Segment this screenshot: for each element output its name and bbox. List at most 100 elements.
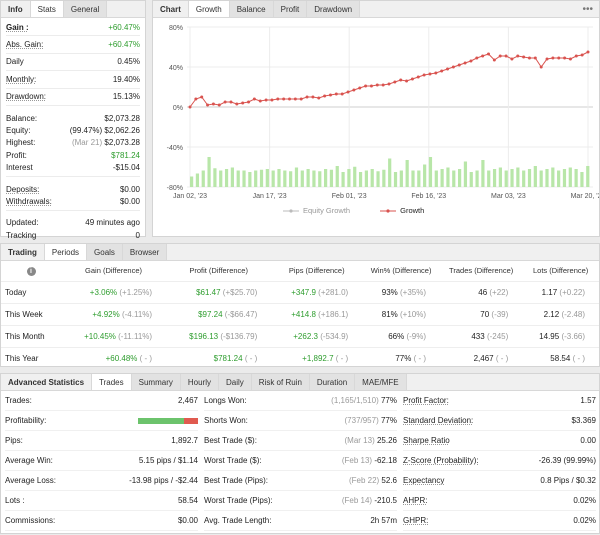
stat-label: Profitability: <box>5 416 47 425</box>
legend-growth[interactable]: Growth <box>380 206 424 215</box>
lots-diff: (+0.22) <box>559 287 585 297</box>
x-tick-label: Mar 20, '23 <box>571 193 599 200</box>
volume-bar <box>259 169 264 187</box>
volume-bar <box>248 172 252 187</box>
more-dots-icon[interactable]: ••• <box>582 4 593 15</box>
tab-risk-of-ruin[interactable]: Risk of Ruin <box>251 374 310 390</box>
tab-daily[interactable]: Daily <box>219 374 252 390</box>
stat-value: 58.54 <box>177 496 198 505</box>
tab-trading[interactable]: Trading <box>1 244 45 260</box>
growth-point <box>381 83 385 87</box>
volume-bar <box>242 170 246 187</box>
profit-value: $781.24 <box>111 150 140 160</box>
growth-point <box>223 100 227 104</box>
stat-note: (1,165/1,510) <box>331 396 379 405</box>
tab-info[interactable]: Info <box>1 1 31 17</box>
growth-point <box>194 97 198 101</box>
growth-point <box>364 84 368 88</box>
gain-row: Gain : +60.47% <box>1 21 145 33</box>
tab-balance[interactable]: Balance <box>229 1 274 17</box>
deposits-row: Deposits: $0.00 <box>1 183 145 195</box>
tab-chart[interactable]: Chart <box>153 1 189 17</box>
stat-note: (Feb 14) <box>341 496 373 505</box>
tab-drawdown[interactable]: Drawdown <box>307 1 361 17</box>
win-cell: 66% <box>388 331 405 341</box>
tracking-row: Tracking 0 <box>1 229 145 241</box>
tab-advanced-statistics[interactable]: Advanced Statistics <box>1 374 93 390</box>
growth-point <box>469 59 473 63</box>
volume-bar <box>510 169 514 187</box>
tab-hourly[interactable]: Hourly <box>180 374 219 390</box>
win-cell: 77% <box>395 353 412 363</box>
growth-point <box>288 97 291 101</box>
volume-bar <box>294 167 299 187</box>
volume-bar <box>318 171 322 187</box>
tab-browser[interactable]: Browser <box>122 244 168 260</box>
tab-goals[interactable]: Goals <box>87 244 123 260</box>
pips-diff: (-534.9) <box>320 331 349 341</box>
volume-bar <box>475 170 479 187</box>
growth-point <box>241 101 245 105</box>
volume-bar <box>283 170 287 187</box>
volume-bar <box>236 170 240 187</box>
header-win: Win% (Difference) <box>370 266 432 276</box>
tab-profit[interactable]: Profit <box>273 1 308 17</box>
commissions-stat: Commissions: $0.00 <box>5 511 198 531</box>
volume-bar <box>382 169 386 187</box>
trades-cell: 433 <box>471 331 485 341</box>
growth-point <box>457 63 461 67</box>
volume-bar <box>574 169 578 187</box>
daily-row: Daily 0.45% <box>1 56 145 68</box>
volume-bar <box>562 169 567 187</box>
growth-point <box>206 103 210 107</box>
legend-equity-growth[interactable]: Equity Growth <box>283 206 350 215</box>
growth-point <box>434 71 438 75</box>
growth-point <box>346 90 350 94</box>
profit-factor-stat: Profit Factor: 1.57 <box>403 391 596 411</box>
volume-bar <box>417 170 421 187</box>
stat-value: $3.369 <box>571 416 596 425</box>
periods-header-row: i Gain (Difference) Profit (Difference) … <box>1 261 599 281</box>
tab-duration[interactable]: Duration <box>309 374 356 390</box>
growth-point <box>416 75 420 79</box>
tab-stats[interactable]: Stats <box>30 1 64 17</box>
volume-bar <box>329 169 334 187</box>
stat-value: 77% <box>380 416 397 425</box>
z-score-stat: Z-Score (Probability): -26.39 (99.99%) <box>403 451 596 471</box>
y-tick-label: -80% <box>167 185 183 192</box>
stat-value: -62.18 <box>374 456 397 465</box>
trades-diff: (-245) <box>486 331 509 341</box>
volume-bar <box>213 168 217 187</box>
ghpr-stat: GHPR: 0.02% <box>403 511 596 531</box>
advanced-col-3: Profit Factor: 1.57 Standard Deviation: $3… <box>403 391 596 531</box>
growth-point <box>387 82 391 86</box>
gain-cell: +10.45% <box>84 331 116 341</box>
x-tick-label: Feb 16, '23 <box>411 193 446 200</box>
tab-growth[interactable]: Growth <box>188 1 230 17</box>
pips-cell: +1,892.7 <box>302 353 334 363</box>
tab-summary[interactable]: Summary <box>131 374 181 390</box>
tab-mae-mfe[interactable]: MAE/MFE <box>355 374 407 390</box>
tab-general[interactable]: General <box>63 1 108 17</box>
volume-bar <box>219 170 223 187</box>
daily-value: 0.45% <box>117 57 140 67</box>
withdrawals-value: $0.00 <box>119 196 140 206</box>
growth-point <box>539 65 543 69</box>
drawdown-label: Drawdown: <box>6 92 47 102</box>
profit-cell: $781.24 <box>213 353 243 363</box>
stat-label: Profit Factor: <box>403 396 449 405</box>
sharpe-ratio-stat: Sharpe Ratio 0.00 <box>403 431 596 451</box>
info-icon[interactable]: i <box>1 261 61 281</box>
equity-value: $2,062.26 <box>104 126 140 136</box>
stat-value: 1.57 <box>580 396 596 405</box>
tracking-value: 0 <box>135 230 140 240</box>
volume-bar <box>428 157 433 187</box>
tab-periods[interactable]: Periods <box>44 244 88 260</box>
stat-label: Average Loss: <box>5 476 56 485</box>
gain-diff: (+1.25%) <box>119 287 153 297</box>
tab-trades[interactable]: Trades <box>92 374 132 390</box>
deposits-value: $0.00 <box>119 184 140 194</box>
abs-gain-row: Abs. Gain: +60.47% <box>1 38 145 50</box>
header-profit: Profit (Difference) <box>189 266 248 276</box>
volume-bar <box>405 160 409 187</box>
